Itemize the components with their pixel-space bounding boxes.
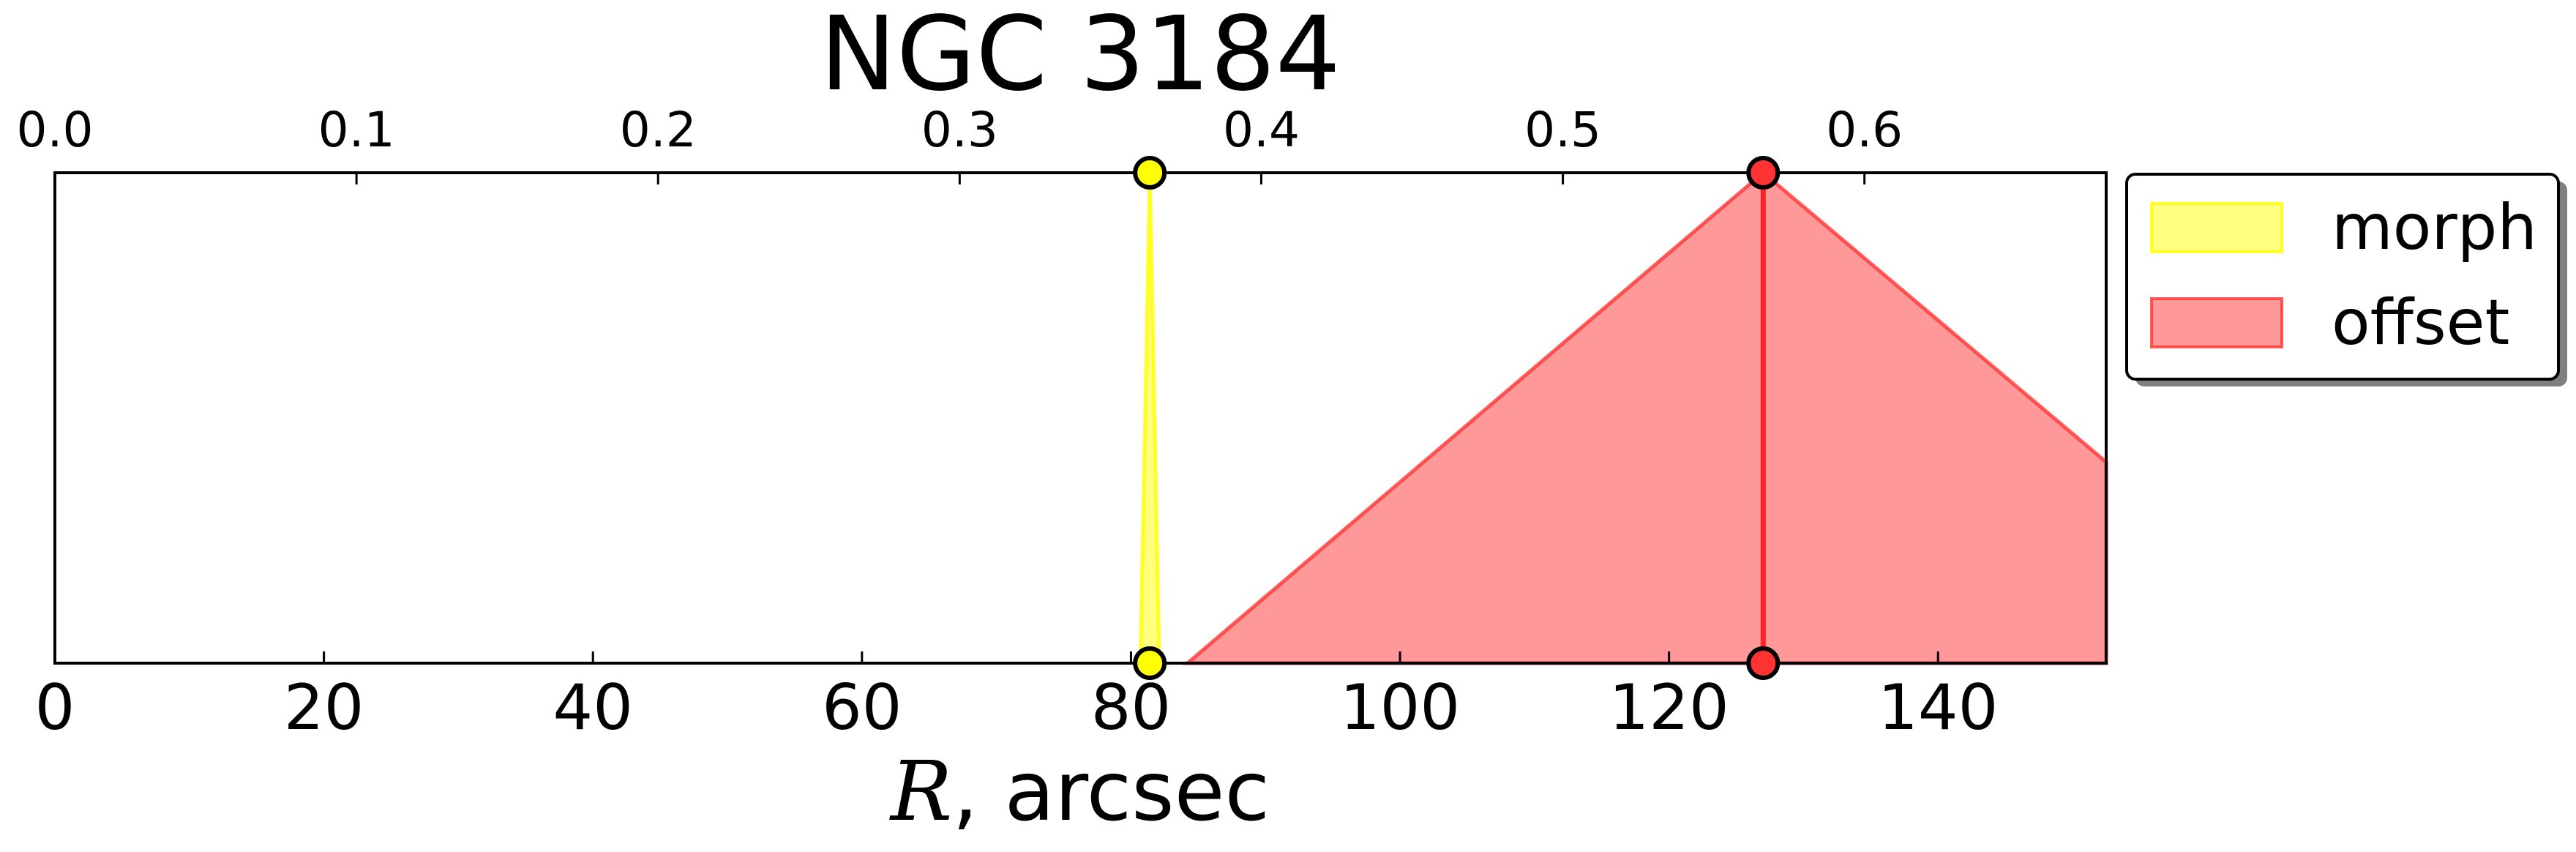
x-tick-label: 40 xyxy=(553,671,632,744)
x-tick-label: 0 xyxy=(35,671,75,744)
top-axis-tick-label: 0.0 xyxy=(17,102,94,158)
series-morph-marker-bottom xyxy=(1133,646,1167,680)
series-morph-marker-top xyxy=(1133,156,1167,190)
series-layer xyxy=(1138,170,2108,665)
top-axis-tick-label: 0.3 xyxy=(921,102,998,158)
x-tick-label: 120 xyxy=(1609,671,1729,744)
top-axis-tick-labels: 0.0 0.1 0.2 0.3 0.4 0.5 0.6 xyxy=(17,102,1903,158)
top-axis-tick-label: 0.5 xyxy=(1524,102,1601,158)
top-axis-tick-label: 0.4 xyxy=(1223,102,1300,158)
chart-title: NGC 3184 xyxy=(820,0,1341,114)
marker-layer xyxy=(1133,156,1781,680)
top-axis-tick-label: 0.1 xyxy=(318,102,395,158)
x-tick-label: 100 xyxy=(1340,671,1460,744)
ticks-layer xyxy=(53,173,1939,663)
legend-swatch-offset xyxy=(2150,297,2283,348)
x-axis-label-unit: , arcsec xyxy=(952,744,1270,840)
legend: morph offset xyxy=(2125,173,2567,386)
top-axis-tick-label: 0.6 xyxy=(1826,102,1903,158)
legend-label-offset: offset xyxy=(2332,286,2509,359)
plot-area xyxy=(53,156,2108,680)
legend-swatch-morph xyxy=(2150,202,2283,253)
x-tick-label: 60 xyxy=(822,671,902,744)
x-tick-label: 140 xyxy=(1878,671,1998,744)
x-tick-label: 80 xyxy=(1091,671,1171,744)
legend-items: morph offset xyxy=(2150,191,2537,359)
series-offset-marker-top xyxy=(1746,156,1781,190)
legend-label-morph: morph xyxy=(2332,191,2537,264)
top-axis-tick-label: 0.2 xyxy=(620,102,697,158)
x-tick-labels: 0 20 40 60 80 100 120 140 xyxy=(35,671,1999,744)
series-offset-marker-bottom xyxy=(1746,646,1781,680)
x-axis-label: R, arcsec xyxy=(889,744,1270,840)
x-tick-label: 20 xyxy=(284,671,364,744)
plot-frame xyxy=(53,171,2108,665)
x-axis-label-symbol: R xyxy=(889,744,952,840)
